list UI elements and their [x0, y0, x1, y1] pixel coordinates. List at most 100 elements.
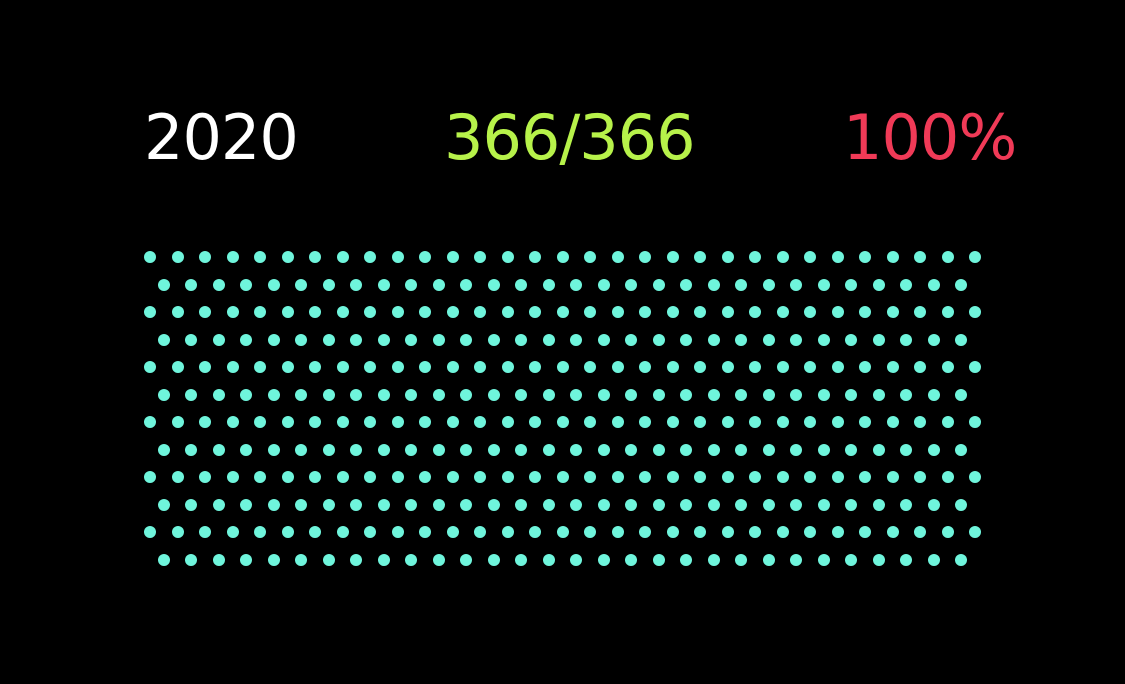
day-dot [749, 416, 761, 428]
day-dot [254, 251, 266, 263]
day-dot [157, 443, 170, 456]
day-dot [639, 416, 651, 428]
day-dot [900, 278, 913, 291]
day-dot [295, 498, 308, 511]
day-dot [762, 553, 775, 566]
day-dot [584, 471, 596, 483]
day-dot [446, 471, 459, 483]
day-dot [886, 361, 899, 373]
day-dot [570, 443, 583, 456]
day-dot [804, 306, 816, 318]
day-dot [776, 416, 789, 428]
day-dot [639, 526, 651, 538]
day-dot [872, 388, 885, 401]
day-dot [611, 471, 624, 483]
day-dot [914, 306, 926, 318]
day-dot [694, 471, 706, 483]
day-dot [309, 471, 321, 483]
day-dot [405, 278, 418, 291]
day-dot [735, 553, 748, 566]
day-dot [432, 443, 445, 456]
day-dot [254, 361, 266, 373]
day-dot [749, 471, 761, 483]
day-dot [694, 251, 706, 263]
day-dot [611, 526, 624, 538]
day-dot [694, 416, 706, 428]
day-dot [790, 443, 803, 456]
day-dot [501, 306, 514, 318]
day-dot [391, 526, 404, 538]
day-dot [185, 388, 198, 401]
day-dot [281, 471, 294, 483]
day-dot [707, 443, 720, 456]
day-dot [817, 498, 830, 511]
day-dot [542, 333, 555, 346]
day-dot [515, 333, 528, 346]
day-dot [556, 251, 569, 263]
day-dot [364, 251, 376, 263]
day-dot [446, 306, 459, 318]
day-dot [226, 306, 239, 318]
day-dot [212, 443, 225, 456]
day-dot [914, 416, 926, 428]
day-dot [144, 471, 156, 483]
day-dot [652, 278, 665, 291]
day-dot [542, 498, 555, 511]
day-dot [364, 416, 376, 428]
day-dot [804, 416, 816, 428]
day-dot [762, 278, 775, 291]
day-dot [446, 251, 459, 263]
day-dot [515, 553, 528, 566]
day-dot [240, 278, 253, 291]
day-dot [625, 498, 638, 511]
day-dot [927, 333, 940, 346]
day-dot [831, 306, 844, 318]
day-dot [144, 526, 156, 538]
day-dot [487, 443, 500, 456]
day-dot [611, 416, 624, 428]
day-dot [157, 278, 170, 291]
day-dot [446, 526, 459, 538]
day-dot [419, 471, 431, 483]
day-dot [749, 306, 761, 318]
day-dot [845, 498, 858, 511]
day-dot [707, 333, 720, 346]
day-dot [185, 443, 198, 456]
day-dot [501, 251, 514, 263]
day-dot [446, 416, 459, 428]
day-dot [474, 361, 486, 373]
day-dot [226, 361, 239, 373]
day-dot [914, 471, 926, 483]
day-dot [749, 526, 761, 538]
day-dot [859, 306, 871, 318]
day-dot [611, 306, 624, 318]
day-dot [267, 553, 280, 566]
day-dot [927, 443, 940, 456]
days-count-label: 366/366 [444, 101, 696, 174]
day-dot [212, 498, 225, 511]
day-dot [391, 251, 404, 263]
day-dot [831, 471, 844, 483]
day-dot [322, 443, 335, 456]
day-dot [419, 306, 431, 318]
day-dot [900, 333, 913, 346]
day-dot [171, 526, 184, 538]
day-dot [199, 416, 211, 428]
day-dot [171, 471, 184, 483]
day-dot [474, 251, 486, 263]
day-dot [226, 416, 239, 428]
day-dot [735, 278, 748, 291]
day-dot [886, 471, 899, 483]
day-dot [845, 333, 858, 346]
day-dot [790, 333, 803, 346]
day-dot [267, 443, 280, 456]
day-dot [240, 388, 253, 401]
day-dot [859, 416, 871, 428]
day-dot [584, 416, 596, 428]
day-dot [501, 361, 514, 373]
day-dot [419, 361, 431, 373]
day-dot [845, 443, 858, 456]
day-dot [721, 471, 734, 483]
day-dot [955, 553, 968, 566]
